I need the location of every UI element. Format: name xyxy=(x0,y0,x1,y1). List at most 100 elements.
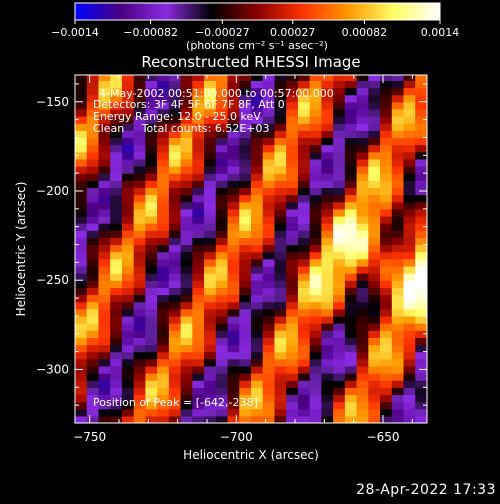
heatmap-cell xyxy=(262,194,276,203)
heatmap-cell xyxy=(415,380,427,388)
heatmap-cell xyxy=(391,358,405,367)
heatmap-cell xyxy=(286,208,299,217)
heatmap-cell xyxy=(262,344,276,353)
heatmap-cell xyxy=(180,351,193,360)
x-tick-label: −650 xyxy=(367,430,400,444)
heatmap-cell xyxy=(121,280,135,288)
heatmap-cell xyxy=(274,308,287,317)
heatmap-cell xyxy=(262,265,276,274)
heatmap-cell xyxy=(309,80,322,89)
heatmap-cell xyxy=(157,401,170,410)
heatmap-cell xyxy=(86,166,100,174)
heatmap-cell xyxy=(121,158,135,167)
heatmap-cell xyxy=(227,330,240,338)
heatmap-cell xyxy=(344,201,358,210)
heatmap-cell xyxy=(344,80,358,89)
heatmap-cell xyxy=(180,223,193,231)
heatmap-cell xyxy=(251,415,264,423)
heatmap-cell xyxy=(145,258,158,267)
heatmap-cell xyxy=(110,144,123,153)
heatmap-cell xyxy=(110,151,123,160)
heatmap-cell xyxy=(251,244,264,253)
heatmap-cell xyxy=(192,401,205,410)
heatmap-cell xyxy=(86,87,100,96)
heatmap-cell xyxy=(121,75,135,81)
heatmap-cell xyxy=(133,208,146,217)
heatmap-cell xyxy=(204,123,217,131)
heatmap-cell xyxy=(251,330,264,338)
heatmap-cell xyxy=(251,265,264,274)
heatmap-cell xyxy=(356,116,369,124)
heatmap-cell xyxy=(110,280,123,288)
heatmap-cell xyxy=(110,173,123,181)
heatmap-cell xyxy=(391,273,405,281)
heatmap-cell xyxy=(262,201,276,210)
heatmap-cell xyxy=(262,158,276,167)
heatmap-cell xyxy=(204,337,217,346)
heatmap-cell xyxy=(403,308,416,317)
heatmap-cell xyxy=(403,287,416,296)
heatmap-cell xyxy=(356,208,369,217)
heatmap-cell xyxy=(75,351,88,360)
heatmap-cell xyxy=(86,273,100,281)
heatmap-cell xyxy=(391,330,405,338)
heatmap-cell xyxy=(168,301,182,310)
heatmap-cell xyxy=(168,344,182,353)
heatmap-cell xyxy=(98,80,111,89)
heatmap-cell xyxy=(215,187,229,196)
heatmap-cell xyxy=(239,123,252,131)
heatmap-cell xyxy=(309,415,322,423)
heatmap-cell xyxy=(286,258,299,267)
heatmap-cell xyxy=(75,223,88,231)
heatmap-cell xyxy=(145,323,158,331)
heatmap-cell xyxy=(391,194,405,203)
heatmap-cell xyxy=(110,80,123,89)
heatmap-cell xyxy=(180,380,193,388)
heatmap-cell xyxy=(403,280,416,288)
heatmap-cell xyxy=(251,223,264,231)
heatmap-cell xyxy=(215,408,229,417)
heatmap-cell xyxy=(215,87,229,96)
heatmap-cell xyxy=(239,387,252,396)
heatmap-cell xyxy=(391,130,405,139)
heatmap-cell xyxy=(333,137,346,146)
heatmap-cell xyxy=(380,344,393,353)
heatmap-cell xyxy=(286,151,299,160)
heatmap-cell xyxy=(168,251,182,260)
heatmap-cell xyxy=(321,123,334,131)
heatmap-cell xyxy=(133,287,146,296)
heatmap-cell xyxy=(380,351,393,360)
heatmap-cell xyxy=(145,365,158,374)
heatmap-cell xyxy=(239,215,252,224)
heatmap-cell xyxy=(227,380,240,388)
heatmap-cell xyxy=(403,173,416,181)
heatmap-cell xyxy=(98,151,111,160)
heatmap-cell xyxy=(145,166,158,174)
heatmap-cell xyxy=(380,337,393,346)
heatmap-cell xyxy=(309,373,322,381)
heatmap-cell xyxy=(227,415,240,423)
heatmap-cell xyxy=(204,166,217,174)
heatmap-cell xyxy=(98,123,111,131)
heatmap-cell xyxy=(192,187,205,196)
colorbar-tick-label: −0.0014 xyxy=(51,26,99,39)
heatmap-cell xyxy=(110,344,123,353)
heatmap-cell xyxy=(98,173,111,181)
heatmap-cell xyxy=(180,237,193,246)
heatmap-cell xyxy=(180,130,193,139)
heatmap-cell xyxy=(368,101,381,110)
heatmap-cell xyxy=(133,308,146,317)
heatmap-cell xyxy=(274,237,287,246)
heatmap-cell xyxy=(286,401,299,410)
heatmap-cell xyxy=(297,123,311,131)
heatmap-cell xyxy=(309,301,322,310)
heatmap-cell xyxy=(110,130,123,139)
heatmap-cell xyxy=(251,323,264,331)
heatmap-cell xyxy=(98,380,111,388)
heatmap-cell xyxy=(309,280,322,288)
heatmap-cell xyxy=(110,301,123,310)
heatmap-cell xyxy=(391,287,405,296)
heatmap-cell xyxy=(145,280,158,288)
heatmap-cell xyxy=(251,151,264,160)
heatmap-cell xyxy=(145,223,158,231)
